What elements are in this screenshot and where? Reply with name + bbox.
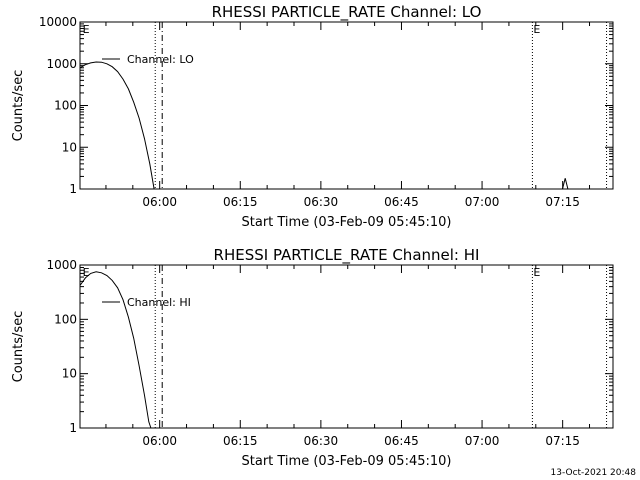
plot-panel-1: RHESSI PARTICLE_RATE Channel: LO Counts/s…: [11, 3, 614, 230]
series-line-1: [79, 271, 152, 429]
x-tick-label: 06:00: [142, 434, 177, 448]
y-axis-label: Counts/sec: [11, 311, 26, 383]
plot-timestamp: 13-Oct-2021 20:48: [550, 468, 636, 478]
x-tick-label: 06:15: [223, 195, 258, 209]
y-tick-label: 1: [69, 421, 77, 435]
chart-title: RHESSI PARTICLE_RATE Channel: LO: [212, 3, 482, 22]
y-tick-label: 100: [54, 312, 77, 326]
y-tick-label: 1: [69, 182, 77, 196]
x-tick-label: 06:30: [304, 195, 339, 209]
legend-label: Channel: HI: [127, 296, 191, 309]
y-axis-label: Counts/sec: [11, 70, 26, 142]
x-tick-label: 07:00: [465, 434, 500, 448]
plot-frame: [79, 264, 614, 429]
x-tick-label: 06:00: [142, 195, 177, 209]
y-tick-label: 100: [54, 99, 77, 113]
y-tick-label: 10: [62, 367, 77, 381]
event-marker-label: E: [83, 266, 90, 279]
x-tick-label: 07:15: [545, 434, 580, 448]
x-axis-label: Start Time (03-Feb-09 05:45:10): [242, 454, 452, 469]
x-tick-label: 06:30: [304, 434, 339, 448]
y-tick-label: 10: [62, 140, 77, 154]
x-tick-label: 06:45: [384, 434, 419, 448]
x-tick-label: 07:15: [545, 195, 580, 209]
x-tick-label: 07:00: [465, 195, 500, 209]
x-tick-label: 06:15: [223, 434, 258, 448]
series-line-2: [562, 178, 569, 190]
chart-title: RHESSI PARTICLE_RATE Channel: HI: [214, 246, 480, 265]
event-marker-label: E: [533, 23, 540, 36]
y-tick-label: 1000: [46, 57, 77, 71]
plot-frame: [79, 21, 614, 190]
y-tick-label: 10000: [39, 15, 77, 29]
x-axis-label: Start Time (03-Feb-09 05:45:10): [242, 215, 452, 230]
y-tick-label: 1000: [46, 258, 77, 272]
event-marker-label: E: [83, 23, 90, 36]
series-line-1: [79, 61, 155, 190]
x-tick-label: 06:45: [384, 195, 419, 209]
legend-label: Channel: LO: [127, 53, 194, 66]
plot-panel-2: RHESSI PARTICLE_RATE Channel: HI Counts/s…: [11, 246, 614, 469]
event-marker-label: E: [533, 266, 540, 279]
